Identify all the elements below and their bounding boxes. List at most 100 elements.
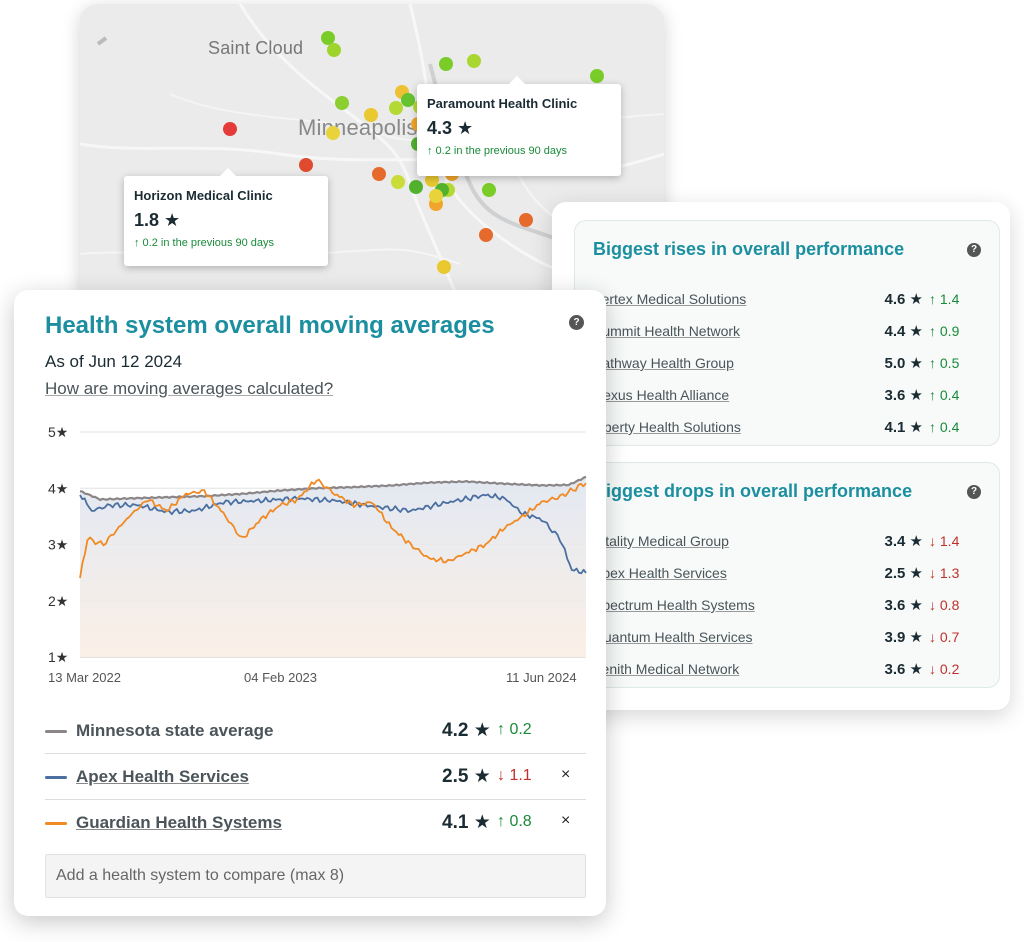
- how-calculated-link[interactable]: How are moving averages calculated?: [45, 379, 334, 398]
- biggest-rises-panel: Biggest rises in overall performance ? V…: [574, 220, 1000, 446]
- legend-rating: 2.5 ★: [442, 766, 491, 787]
- tooltip-rating: 4.3 ★: [427, 118, 474, 138]
- health-system-link[interactable]: Vitality Medical Group: [593, 533, 729, 549]
- help-icon[interactable]: ?: [967, 485, 981, 499]
- legend-series-name: Minnesota state average: [76, 721, 274, 740]
- as-of-date: As of Jun 12 2024: [45, 352, 183, 371]
- tooltip-rating: 1.8 ★: [134, 210, 181, 230]
- close-icon[interactable]: ×: [561, 812, 571, 829]
- ranking-row: Spectrum Health Systems 3.6 ★ ↓ 0.8: [593, 597, 985, 617]
- map-marker[interactable]: [299, 158, 313, 172]
- map-marker[interactable]: [482, 183, 496, 197]
- map-marker[interactable]: [401, 93, 415, 107]
- compare-health-system-input[interactable]: [45, 854, 586, 898]
- rating-value: 4.1 ★: [884, 419, 923, 436]
- map-marker[interactable]: [326, 126, 340, 140]
- map-marker[interactable]: [467, 54, 481, 68]
- rating-value: 3.6 ★: [884, 387, 923, 404]
- health-system-link[interactable]: Quantum Health Services: [593, 629, 753, 645]
- map-marker[interactable]: [372, 167, 386, 181]
- rating-value: 3.4 ★: [884, 533, 923, 550]
- map-marker[interactable]: [437, 260, 451, 274]
- map-marker[interactable]: [425, 173, 439, 187]
- health-system-link[interactable]: Apex Health Services: [593, 565, 727, 581]
- legend-change: ↓ 1.1: [497, 767, 532, 784]
- map-marker[interactable]: [519, 213, 533, 227]
- health-system-link[interactable]: Liberty Health Solutions: [593, 419, 741, 435]
- legend-series-name[interactable]: Apex Health Services: [76, 767, 249, 786]
- health-system-link[interactable]: Nexus Health Alliance: [593, 387, 730, 403]
- ranking-row: Pathway Health Group 5.0 ★ ↑ 0.5: [593, 355, 985, 375]
- rating-value: 3.6 ★: [884, 597, 923, 614]
- health-system-link[interactable]: Zenith Medical Network: [593, 661, 740, 677]
- map-marker[interactable]: [321, 31, 335, 45]
- rating-change: ↑ 0.4: [929, 387, 960, 403]
- rating-value: 5.0 ★: [884, 355, 923, 372]
- legend-series-name[interactable]: Guardian Health Systems: [76, 813, 282, 832]
- legend-rating: 4.1 ★: [442, 812, 491, 833]
- legend-row: Minnesota state average 4.2 ★ ↑ 0.2: [45, 708, 586, 754]
- series-line[interactable]: [79, 493, 587, 575]
- health-system-link[interactable]: Vertex Medical Solutions: [593, 291, 747, 307]
- rating-change: ↓ 0.8: [929, 597, 960, 613]
- y-tick-label: 3★: [48, 537, 68, 553]
- help-icon[interactable]: ?: [569, 315, 584, 330]
- map-card[interactable]: Saint Cloud Minneapolis Paramount Health…: [80, 4, 664, 304]
- map-marker[interactable]: [429, 189, 443, 203]
- health-system-link[interactable]: Spectrum Health Systems: [593, 597, 755, 613]
- y-tick-label: 1★: [48, 649, 68, 665]
- y-tick-label: 2★: [48, 593, 68, 609]
- map-marker[interactable]: [479, 228, 493, 242]
- map-city-label: Minneapolis: [298, 115, 418, 140]
- rating-change: ↑ 1.4: [929, 291, 960, 307]
- rating-change: ↑ 0.5: [929, 355, 960, 371]
- map-marker[interactable]: [335, 96, 349, 110]
- x-tick-label: 13 Mar 2022: [48, 670, 121, 685]
- ranking-row: Nexus Health Alliance 3.6 ★ ↑ 0.4: [593, 387, 985, 407]
- y-tick-label: 4★: [48, 480, 68, 496]
- ranking-row: Apex Health Services 2.5 ★ ↓ 1.3: [593, 565, 985, 585]
- rating-change: ↓ 1.3: [929, 565, 960, 581]
- rating-change: ↓ 0.7: [929, 629, 960, 645]
- chart-area-fill: [80, 477, 586, 657]
- legend-change: ↑ 0.2: [497, 721, 532, 738]
- map-tooltip: Horizon Medical Clinic 1.8 ★ ↑ 0.2 in th…: [124, 168, 328, 266]
- rating-value: 3.6 ★: [884, 661, 923, 678]
- moving-averages-title: Health system overall moving averages: [45, 312, 495, 339]
- map-city-label: Saint Cloud: [208, 38, 304, 58]
- help-icon[interactable]: ?: [967, 243, 981, 257]
- health-system-link[interactable]: Pathway Health Group: [593, 355, 734, 371]
- legend-swatch: [45, 822, 67, 825]
- map-marker[interactable]: [439, 57, 453, 71]
- x-tick-label: 04 Feb 2023: [244, 670, 317, 685]
- x-tick-label: 11 Jun 2024: [506, 670, 577, 685]
- map-marker[interactable]: [327, 43, 341, 57]
- legend-swatch: [45, 730, 67, 733]
- legend-row: Guardian Health Systems 4.1 ★ ↑ 0.8 ×: [45, 800, 586, 846]
- legend-swatch: [45, 776, 67, 779]
- rating-value: 2.5 ★: [884, 565, 923, 582]
- map-marker[interactable]: [364, 108, 378, 122]
- map-marker[interactable]: [389, 101, 403, 115]
- moving-averages-chart[interactable]: 1★ 2★ 3★ 4★ 5★ 13 Mar 2022 04 Feb 2023 11 Jun …: [14, 410, 606, 690]
- close-icon[interactable]: ×: [561, 766, 571, 783]
- map-marker[interactable]: [391, 175, 405, 189]
- series-line[interactable]: [79, 478, 587, 579]
- rating-value: 3.9 ★: [884, 629, 923, 646]
- map-marker[interactable]: [223, 122, 237, 136]
- biggest-drops-title: Biggest drops in overall performance: [593, 481, 913, 501]
- rating-change: ↑ 0.4: [929, 419, 960, 435]
- ranking-row: Quantum Health Services 3.9 ★ ↓ 0.7: [593, 629, 985, 649]
- ranking-row: Summit Health Network 4.4 ★ ↑ 0.9: [593, 323, 985, 343]
- legend-rating: 4.2 ★: [442, 720, 491, 741]
- ranking-row: Zenith Medical Network 3.6 ★ ↓ 0.2: [593, 661, 985, 681]
- map-marker[interactable]: [590, 69, 604, 83]
- map-marker[interactable]: [409, 180, 423, 194]
- health-system-link[interactable]: Summit Health Network: [593, 323, 741, 339]
- tooltip-clinic-name: Horizon Medical Clinic: [134, 188, 273, 203]
- series-line[interactable]: [79, 475, 587, 502]
- ranking-row: Vertex Medical Solutions 4.6 ★ ↑ 1.4: [593, 291, 985, 311]
- tooltip-clinic-name: Paramount Health Clinic: [427, 96, 578, 111]
- rating-change: ↓ 1.4: [929, 533, 960, 549]
- moving-averages-card: Health system overall moving averages ? …: [14, 290, 606, 916]
